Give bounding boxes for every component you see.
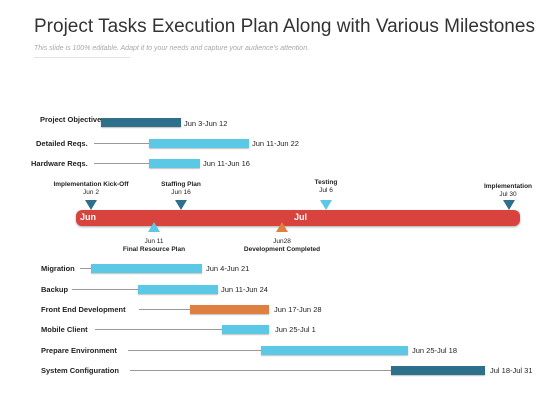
milestone-date: Jun28: [273, 238, 291, 245]
milestone-name: Staffing Plan: [161, 181, 201, 188]
task-bar-hardware-reqs: [149, 159, 200, 168]
task-connector: [94, 143, 149, 144]
milestone-marker-kickoff: [85, 200, 97, 210]
task-label-detailed-reqs: Detailed Reqs.: [36, 139, 88, 148]
task-connector: [72, 289, 138, 290]
milestone-label-testing: Testing Jul 6: [315, 179, 338, 195]
task-label-hardware-reqs: Hardware Reqs.: [31, 159, 88, 168]
timeline-month-jul: Jul: [294, 212, 308, 222]
task-bar-project-objectives: [101, 118, 181, 127]
task-label-migration: Migration: [41, 264, 75, 273]
milestone-label-staffing: Staffing Plan Jun 16: [161, 181, 201, 197]
milestone-marker-testing: [320, 200, 332, 210]
milestone-name: Development Completed: [243, 246, 321, 253]
task-label-project-objectives: Project Objectives: [40, 115, 106, 124]
timeline-bar: [76, 210, 520, 226]
task-bar-detailed-reqs: [149, 139, 249, 148]
task-connector: [130, 370, 391, 371]
milestone-name: Testing: [314, 179, 338, 186]
milestone-date: Jul 30: [499, 191, 517, 198]
milestone-marker-dev-completed: [276, 222, 288, 232]
milestone-date: Jun 16: [171, 189, 191, 196]
milestone-date: Jun 2: [83, 189, 99, 196]
milestone-label-implementation: Implementation Jul 30: [484, 183, 532, 199]
subtitle-divider: [34, 57, 130, 58]
milestone-label-kickoff: Implementation Kick-Off Jun 2: [53, 181, 128, 197]
task-label-prepare-env: Prepare Environment: [41, 346, 117, 355]
milestone-date: Jun 11: [144, 238, 164, 245]
milestone-name: Implementation Kick-Off: [53, 181, 129, 188]
task-dates-project-objectives: Jun 3-Jun 12: [184, 119, 228, 128]
milestone-date: Jul 6: [319, 187, 333, 194]
milestone-marker-staffing: [175, 200, 187, 210]
task-dates-detailed-reqs: Jun 11-Jun 22: [252, 139, 299, 148]
task-bar-backup: [138, 285, 218, 294]
slide-subtitle: This slide is 100% editable. Adapt it to…: [34, 45, 310, 52]
task-bar-prepare-env: [261, 346, 408, 355]
task-bar-migration: [91, 264, 202, 273]
milestone-marker-final-resource: [148, 222, 160, 232]
task-connector: [95, 329, 222, 330]
task-dates-migration: Jun 4-Jun 21: [206, 264, 250, 273]
milestone-name: Implementation: [483, 183, 533, 190]
task-bar-mobile-client: [222, 325, 269, 334]
milestone-name: Final Resource Plan: [122, 246, 186, 253]
task-label-backup: Backup: [41, 285, 69, 294]
task-connector: [139, 309, 190, 310]
task-dates-prepare-env: Jun 25-Jul 18: [412, 346, 458, 355]
task-dates-front-end-dev: Jun 17-Jun 28: [274, 305, 322, 314]
task-bar-system-config: [391, 366, 485, 375]
task-connector: [80, 268, 91, 269]
milestone-label-final-resource: Jun 11 Final Resource Plan: [123, 238, 185, 254]
timeline-month-jun: Jun: [80, 212, 97, 222]
milestone-label-dev-completed: Jun28 Development Completed: [244, 238, 320, 254]
task-dates-hardware-reqs: Jun 11-Jun 16: [203, 159, 250, 168]
task-label-mobile-client: Mobile Client: [41, 325, 88, 334]
task-dates-backup: Jun 11-Jun 24: [221, 285, 268, 294]
task-label-front-end-dev: Front End Development: [41, 305, 126, 314]
slide-title: Project Tasks Execution Plan Along with …: [34, 16, 535, 37]
task-connector: [94, 163, 149, 164]
task-connector: [128, 350, 261, 351]
task-label-system-config: System Configuration: [41, 366, 119, 375]
milestone-marker-implementation: [503, 200, 515, 210]
task-dates-mobile-client: Jun 25-Jul 1: [275, 325, 316, 334]
task-dates-system-config: Jul 18-Jul 31: [490, 366, 533, 375]
task-bar-front-end-dev: [190, 305, 269, 314]
